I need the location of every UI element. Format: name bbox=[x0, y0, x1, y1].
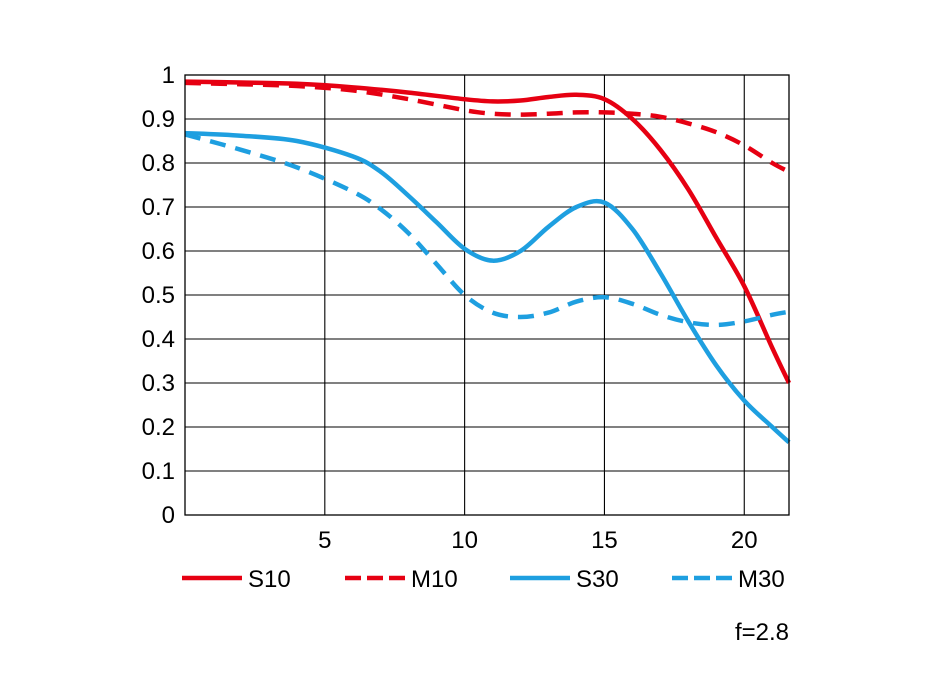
x-tick-label: 5 bbox=[318, 527, 331, 554]
y-tick-label: 0.3 bbox=[142, 370, 175, 397]
x-tick-label: 15 bbox=[591, 527, 618, 554]
legend: S10 M10 S30 M30 bbox=[182, 566, 785, 593]
legend-item-m30: M30 bbox=[672, 566, 785, 593]
y-tick-label: 0.7 bbox=[142, 194, 175, 221]
legend-item-s10: S10 bbox=[182, 566, 291, 593]
y-tick-label: 0 bbox=[162, 502, 175, 529]
legend-label: S30 bbox=[576, 566, 619, 593]
y-tick-label: 0.2 bbox=[142, 414, 175, 441]
legend-item-m10: M10 bbox=[345, 566, 458, 593]
series-line-m10 bbox=[184, 80, 791, 174]
series-lines bbox=[184, 79, 792, 445]
y-tick-label: 1 bbox=[162, 62, 175, 89]
y-tick-label: 0.9 bbox=[142, 106, 175, 133]
y-tick-label: 0.1 bbox=[142, 458, 175, 485]
grid bbox=[185, 74, 789, 516]
y-tick-label: 0.8 bbox=[142, 150, 175, 177]
legend-item-s30: S30 bbox=[510, 566, 619, 593]
y-tick-label: 0.4 bbox=[142, 326, 175, 353]
y-axis-ticks: 0 0.1 0.2 0.3 0.4 0.5 0.6 0.7 0.8 0.9 1 bbox=[142, 62, 175, 529]
legend-label: M30 bbox=[738, 566, 785, 593]
aperture-note: f=2.8 bbox=[735, 619, 789, 646]
legend-label: S10 bbox=[248, 566, 291, 593]
series-line-s30 bbox=[184, 130, 791, 445]
legend-label: M10 bbox=[411, 566, 458, 593]
y-tick-label: 0.5 bbox=[142, 282, 175, 309]
x-tick-label: 10 bbox=[451, 527, 478, 554]
y-tick-label: 0.6 bbox=[142, 238, 175, 265]
plot-frame bbox=[184, 74, 790, 516]
series-line-s10 bbox=[184, 79, 792, 384]
x-tick-label: 20 bbox=[731, 527, 758, 554]
x-axis-ticks: 5 10 15 20 bbox=[318, 527, 757, 554]
